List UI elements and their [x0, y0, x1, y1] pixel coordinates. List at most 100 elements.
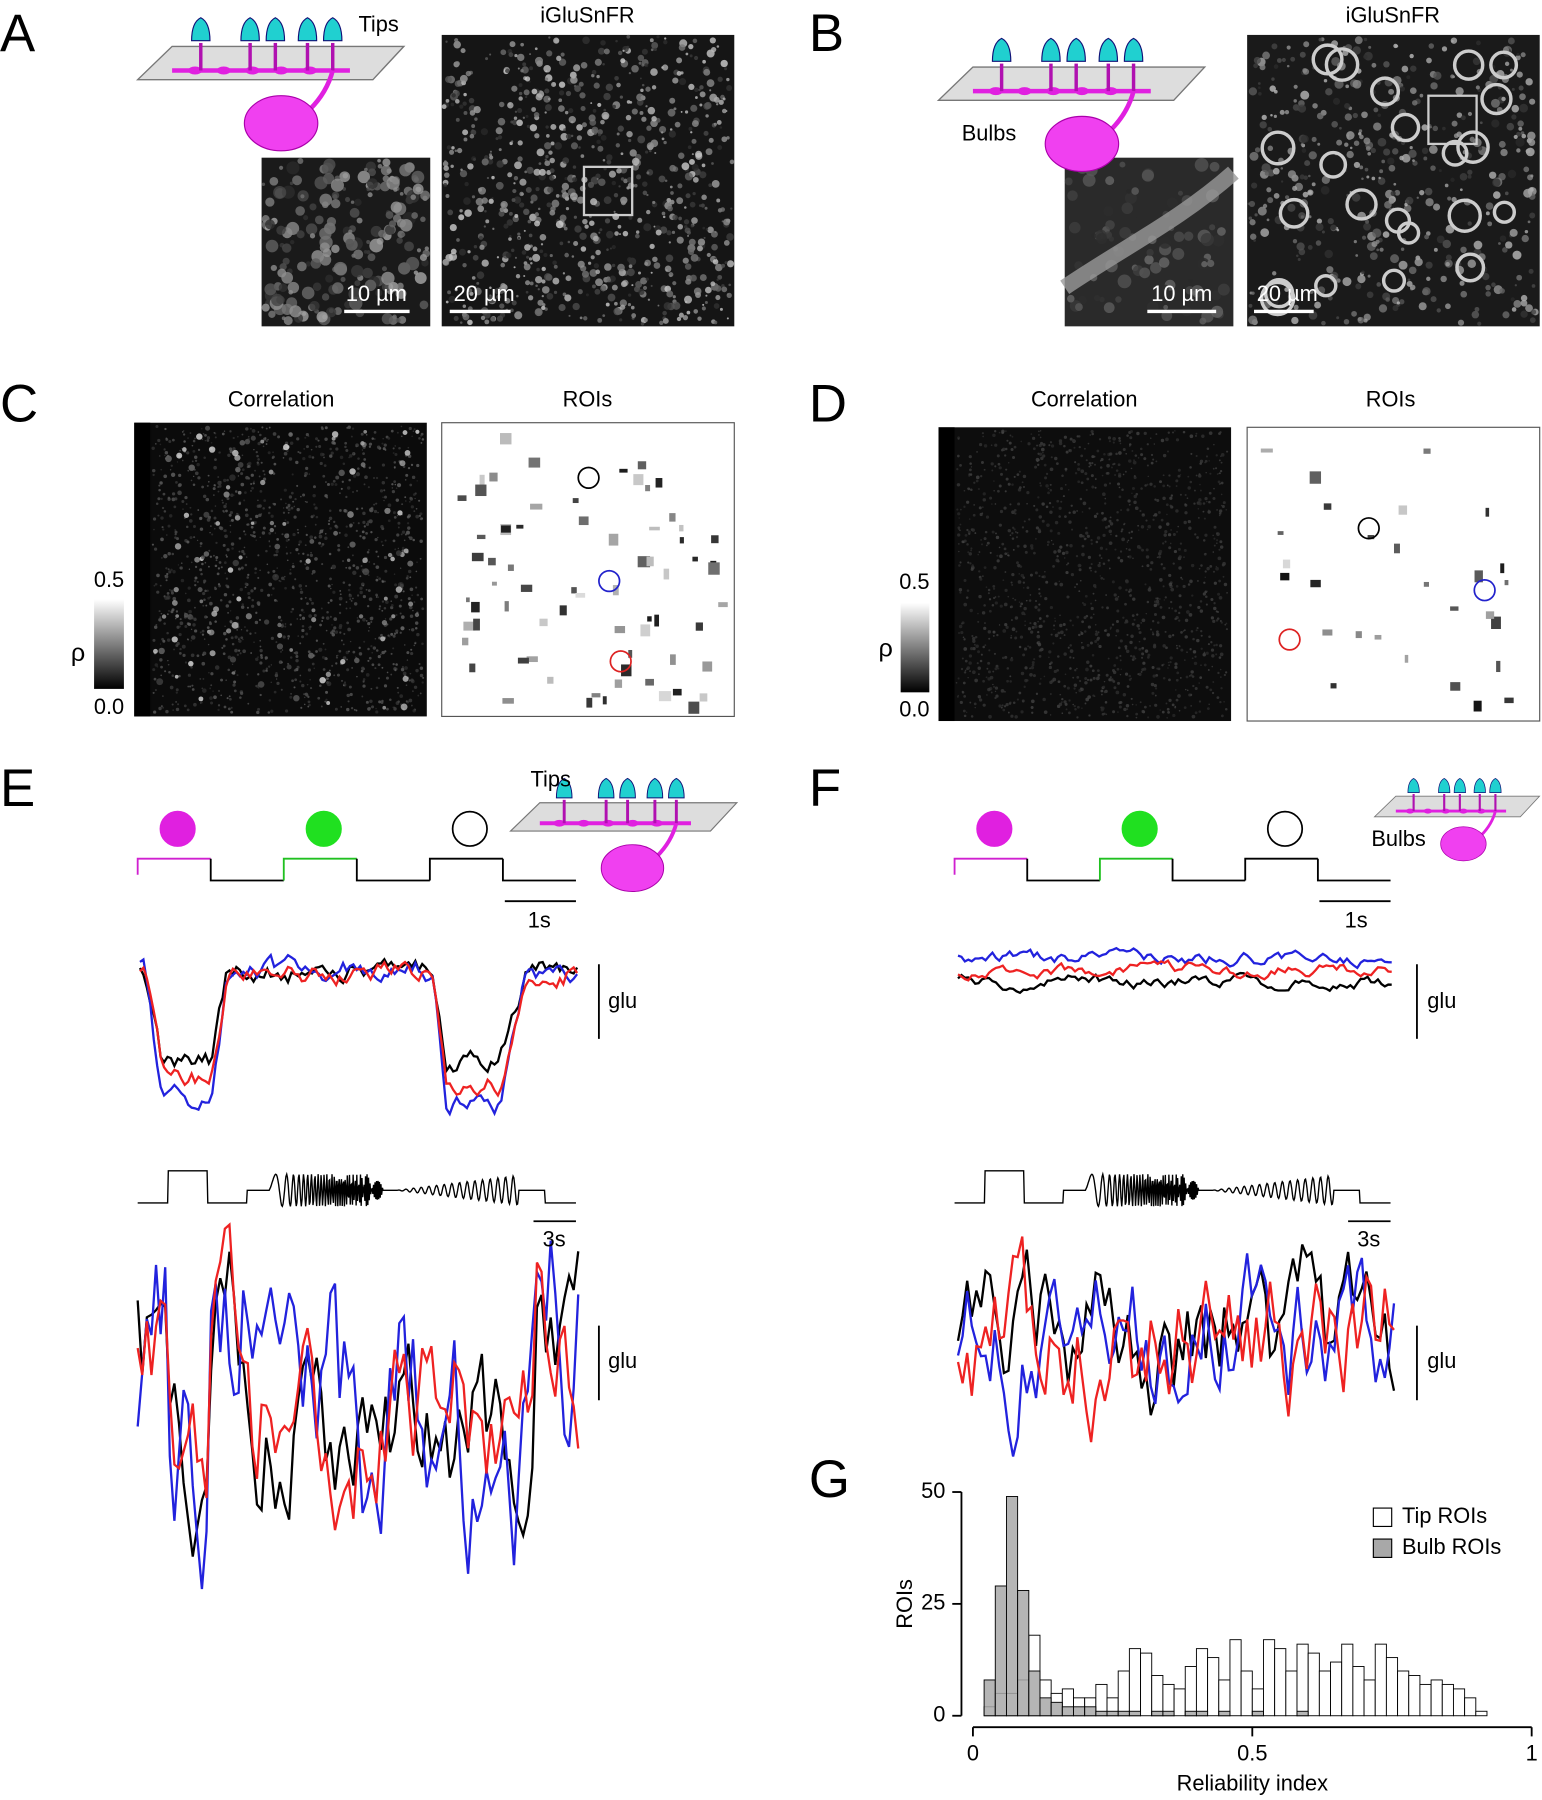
image-speckle	[674, 121, 681, 128]
roi	[612, 585, 619, 596]
image-speckle	[1208, 509, 1210, 512]
image-speckle	[1091, 654, 1095, 657]
image-speckle	[450, 102, 455, 107]
image-speckle	[1117, 463, 1121, 467]
image-speckle	[333, 261, 348, 276]
image-speckle	[1189, 579, 1193, 583]
image-speckle	[377, 163, 383, 169]
image-speckle	[562, 157, 570, 164]
image-speckle	[1460, 115, 1466, 121]
image-speckle	[651, 85, 657, 90]
image-speckle	[499, 303, 505, 309]
image-edge	[134, 422, 151, 717]
image-speckle	[360, 669, 364, 673]
image-speckle	[384, 569, 388, 573]
image-speckle	[356, 619, 360, 623]
image-speckle	[308, 455, 312, 459]
varicosity	[1441, 808, 1450, 814]
image-speckle	[282, 507, 285, 509]
image-speckle	[987, 661, 991, 665]
image-speckle	[564, 294, 572, 302]
image-speckle	[1084, 594, 1088, 598]
image-speckle	[1152, 518, 1155, 521]
image-speckle	[473, 244, 478, 249]
image-speckle	[643, 223, 652, 232]
image-speckle	[1078, 446, 1081, 449]
image-speckle	[1080, 454, 1084, 458]
image-speckle	[702, 226, 706, 230]
image-speckle	[1075, 555, 1079, 558]
image-speckle	[361, 449, 364, 451]
image-speckle	[1123, 707, 1127, 712]
image-speckle	[1509, 68, 1513, 72]
image-speckle	[1208, 703, 1210, 705]
image-speckle	[231, 663, 234, 666]
image-speckle	[716, 45, 720, 48]
histogram-bar	[1307, 1652, 1320, 1717]
cone	[1473, 777, 1486, 793]
image-speckle	[1400, 247, 1405, 251]
image-speckle	[258, 513, 262, 518]
image-speckle	[1032, 674, 1036, 678]
image-speckle	[375, 550, 378, 553]
image-speckle	[513, 176, 519, 181]
cone	[1098, 37, 1119, 62]
image-speckle	[696, 245, 703, 252]
image-speckle	[210, 525, 212, 527]
image-speckle	[315, 515, 319, 519]
image-speckle	[525, 95, 528, 99]
image-speckle	[1118, 486, 1121, 489]
colorbar-title: ρ	[879, 635, 893, 663]
image-speckle	[958, 564, 961, 567]
image-speckle	[374, 637, 377, 640]
image-speckle	[295, 460, 299, 465]
image-speckle	[551, 199, 560, 208]
image-speckle	[421, 517, 424, 520]
image-speckle	[1518, 126, 1523, 131]
image-speckle	[1161, 664, 1164, 667]
image-speckle	[326, 496, 329, 499]
image-speckle	[531, 107, 537, 112]
image-speckle	[165, 438, 169, 441]
image-speckle	[1210, 641, 1213, 644]
image-speckle	[1126, 188, 1132, 194]
image-speckle	[1132, 557, 1134, 560]
image-speckle	[968, 654, 973, 658]
image-speckle	[178, 633, 182, 637]
image-speckle	[253, 587, 257, 590]
image-speckle	[534, 308, 543, 317]
image-speckle	[602, 63, 605, 66]
image-speckle	[1011, 532, 1014, 535]
image-speckle	[1359, 134, 1364, 140]
image-speckle	[225, 638, 228, 641]
image-speckle	[1314, 301, 1322, 309]
image-speckle	[1189, 466, 1192, 469]
image-speckle	[1034, 571, 1038, 575]
varicosity	[602, 819, 614, 827]
image-speckle	[268, 532, 272, 535]
image-speckle	[579, 92, 586, 99]
image-speckle	[1078, 568, 1082, 572]
image-speckle	[394, 483, 397, 486]
image-speckle	[348, 594, 352, 598]
image-speckle	[1266, 187, 1272, 193]
image-speckle	[1041, 519, 1045, 523]
image-speckle	[1007, 552, 1009, 554]
image-speckle	[548, 36, 551, 39]
image-speckle	[1011, 627, 1016, 632]
image-speckle	[1398, 260, 1408, 270]
image-speckle	[543, 64, 551, 73]
image-speckle	[1063, 652, 1067, 656]
image-speckle	[1150, 453, 1154, 456]
image-speckle	[190, 635, 196, 640]
stimulus-step	[1316, 858, 1391, 882]
image-speckle	[268, 699, 272, 702]
image-speckle	[1033, 551, 1036, 555]
image-speckle	[565, 90, 572, 97]
image-speckle	[357, 170, 371, 184]
image-speckle	[163, 510, 167, 513]
image-speckle	[662, 310, 667, 316]
image-speckle	[225, 509, 228, 513]
panel-label: B	[809, 4, 844, 63]
image-speckle	[272, 587, 275, 590]
